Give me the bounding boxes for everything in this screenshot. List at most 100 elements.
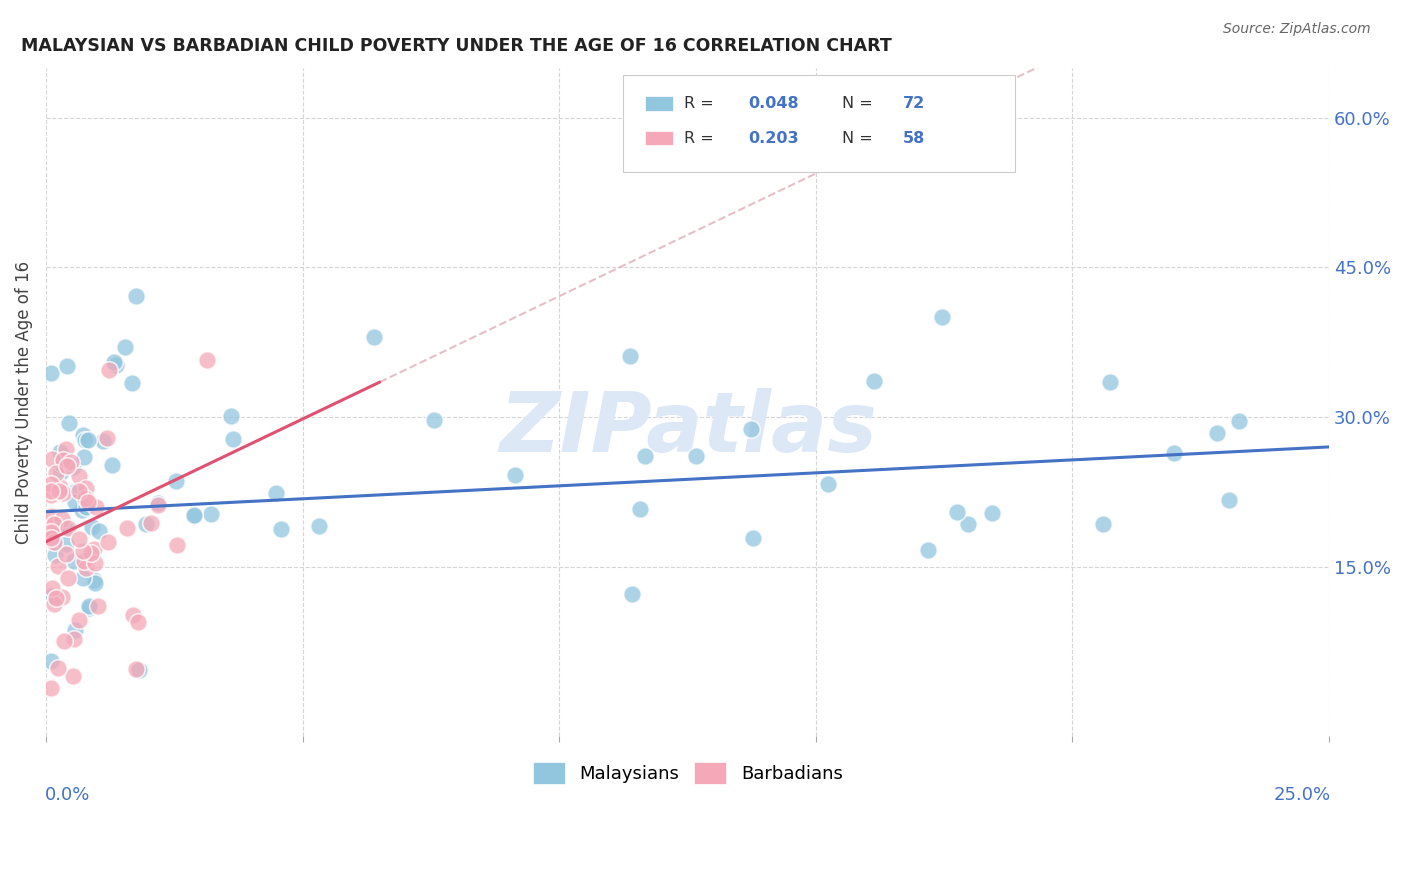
Point (128, 663, 150, 677)
Point (84, 500, 107, 514)
Point (51, 457, 73, 471)
Point (41, 477, 63, 491)
Point (41, 509, 63, 524)
Point (946, 505, 969, 519)
Point (219, 409, 242, 423)
Point (1206, 425, 1229, 440)
Text: R =: R = (683, 130, 718, 145)
Text: MALAYSIAN VS BARBADIAN CHILD POVERTY UNDER THE AGE OF 16 CORRELATION CHART: MALAYSIAN VS BARBADIAN CHILD POVERTY UND… (21, 37, 891, 55)
Point (63, 495, 86, 509)
Point (183, 509, 205, 524)
Point (73, 491, 96, 505)
Point (981, 507, 1004, 521)
Point (41, 366, 63, 380)
Point (264, 485, 287, 500)
Point (67, 469, 90, 483)
Point (41, 654, 63, 668)
Point (685, 449, 707, 463)
Point (76, 433, 98, 447)
Point (77, 599, 100, 614)
Point (65, 484, 87, 499)
Point (423, 412, 446, 426)
Point (73, 434, 96, 448)
Point (41, 524, 63, 539)
Point (96, 534, 118, 549)
Point (125, 662, 148, 676)
Point (125, 289, 148, 303)
Point (72, 544, 94, 558)
Point (135, 516, 157, 531)
Text: 0.203: 0.203 (748, 130, 799, 145)
Point (141, 516, 163, 530)
Point (60, 455, 83, 469)
Text: 58: 58 (903, 130, 925, 145)
Point (1227, 414, 1250, 428)
Point (165, 475, 187, 489)
FancyBboxPatch shape (645, 96, 673, 111)
Point (98, 363, 121, 377)
Point (621, 587, 644, 601)
Point (73, 450, 96, 464)
Point (44, 597, 66, 611)
Point (62, 632, 84, 647)
FancyBboxPatch shape (645, 131, 673, 145)
Point (77, 600, 100, 615)
Point (63, 624, 86, 638)
Point (62, 669, 84, 683)
Text: R =: R = (683, 95, 718, 111)
Point (363, 330, 385, 344)
Point (917, 543, 939, 558)
Point (62, 460, 84, 475)
Point (103, 355, 125, 369)
Point (84, 576, 107, 591)
Point (740, 422, 762, 436)
Point (41, 589, 63, 603)
Point (1218, 493, 1240, 508)
Point (86, 599, 108, 614)
Point (1091, 517, 1114, 532)
Point (67, 532, 90, 546)
Point (80, 546, 103, 560)
Point (67, 483, 90, 498)
Point (72, 427, 94, 442)
Point (41, 527, 63, 541)
Point (70, 502, 93, 516)
Point (51, 590, 73, 604)
Point (83, 542, 105, 557)
Point (200, 507, 222, 521)
Point (52, 486, 75, 500)
Point (146, 498, 169, 512)
Point (45, 591, 67, 606)
Point (42, 535, 65, 549)
Point (96, 431, 118, 445)
Point (105, 358, 128, 372)
Point (91, 434, 114, 449)
Text: 0.048: 0.048 (748, 95, 799, 111)
Point (742, 531, 765, 545)
Point (117, 521, 139, 535)
Point (75, 481, 97, 495)
Point (72, 571, 94, 585)
Point (122, 608, 145, 623)
Point (101, 458, 124, 472)
Point (48, 483, 70, 498)
Point (41, 488, 63, 502)
Y-axis label: Child Poverty Under the Age of 16: Child Poverty Under the Age of 16 (15, 260, 32, 543)
Text: ZIPatlas: ZIPatlas (499, 388, 876, 469)
Point (817, 477, 839, 491)
Point (73, 553, 96, 567)
Point (503, 468, 526, 483)
Text: N =: N = (842, 95, 877, 111)
Text: 0.0%: 0.0% (45, 786, 90, 805)
Point (52, 452, 75, 467)
FancyBboxPatch shape (623, 75, 1015, 171)
Point (55, 547, 77, 561)
Point (75, 561, 97, 575)
Point (80, 520, 103, 534)
Point (148, 496, 170, 510)
Text: N =: N = (842, 130, 877, 145)
Point (63, 554, 86, 568)
Point (634, 449, 657, 463)
Point (75, 500, 97, 515)
Point (41, 452, 63, 467)
